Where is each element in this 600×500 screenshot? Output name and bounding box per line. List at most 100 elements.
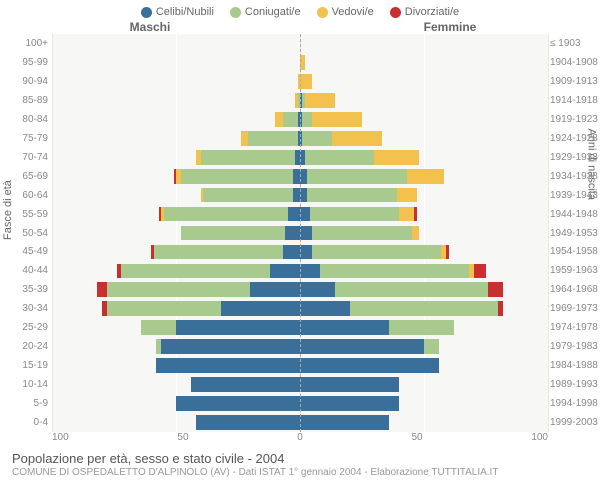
segment-coniugati [350, 301, 499, 316]
segment-celibi [191, 377, 300, 392]
male-bar [52, 358, 300, 373]
segment-coniugati [312, 226, 411, 241]
segment-vedovi [407, 169, 444, 184]
age-tick: 30-34 [10, 299, 48, 318]
birth-tick: 1994-1998 [550, 394, 600, 413]
segment-celibi [285, 226, 300, 241]
female-bar [300, 396, 548, 411]
segment-divorziati [97, 282, 107, 297]
segment-coniugati [283, 112, 298, 127]
legend-swatch [141, 7, 152, 18]
segment-coniugati [307, 169, 406, 184]
age-tick: 100+ [10, 34, 48, 53]
segment-celibi [221, 301, 300, 316]
birth-axis: ≤ 19031904-19081909-19131914-19181919-19… [550, 34, 600, 432]
female-bar [300, 226, 548, 241]
segment-celibi [300, 245, 312, 260]
birth-tick: 1939-1943 [550, 186, 600, 205]
segment-coniugati [335, 282, 489, 297]
segment-celibi [300, 226, 312, 241]
birth-tick: 1979-1983 [550, 337, 600, 356]
birth-tick: 1964-1968 [550, 280, 600, 299]
legend-item: Celibi/Nubili [141, 6, 214, 18]
male-bar [52, 245, 300, 260]
female-bar [300, 150, 548, 165]
birth-tick: 1924-1928 [550, 129, 600, 148]
birth-tick: 1909-1913 [550, 72, 600, 91]
female-bar [300, 131, 548, 146]
segment-celibi [161, 339, 300, 354]
age-tick: 60-64 [10, 186, 48, 205]
segment-celibi [176, 320, 300, 335]
segment-celibi [176, 396, 300, 411]
female-bar [300, 74, 548, 89]
male-bar [52, 339, 300, 354]
chart-title: Popolazione per età, sesso e stato civil… [12, 451, 600, 466]
segment-celibi [300, 320, 389, 335]
age-tick: 90-94 [10, 72, 48, 91]
birth-tick: 1934-1938 [550, 167, 600, 186]
legend-label: Coniugati/e [245, 6, 301, 18]
age-tick: 5-9 [10, 394, 48, 413]
male-bar [52, 150, 300, 165]
header-male: Maschi [0, 20, 300, 34]
segment-divorziati [446, 245, 448, 260]
segment-celibi [293, 169, 300, 184]
male-bar [52, 169, 300, 184]
segment-vedovi [305, 93, 335, 108]
segment-vedovi [332, 131, 382, 146]
segment-vedovi [397, 188, 417, 203]
legend-swatch [230, 7, 241, 18]
segment-coniugati [305, 150, 374, 165]
male-bar [52, 320, 300, 335]
segment-coniugati [307, 188, 396, 203]
segment-celibi [196, 415, 300, 430]
segment-celibi [300, 377, 399, 392]
age-tick: 70-74 [10, 148, 48, 167]
female-bar [300, 36, 548, 51]
legend-label: Divorziati/e [405, 6, 459, 18]
female-bar [300, 55, 548, 70]
age-tick: 45-49 [10, 242, 48, 261]
birth-tick: 1944-1948 [550, 205, 600, 224]
segment-celibi [300, 188, 307, 203]
age-tick: 55-59 [10, 205, 48, 224]
segment-vedovi [412, 226, 419, 241]
age-axis: 100+95-9990-9485-8980-8475-7970-7465-696… [10, 34, 48, 432]
male-bar [52, 282, 300, 297]
age-tick: 80-84 [10, 110, 48, 129]
segment-vedovi [300, 74, 312, 89]
female-bar [300, 301, 548, 316]
age-tick: 40-44 [10, 261, 48, 280]
center-line [300, 34, 301, 432]
female-bar [300, 358, 548, 373]
segment-coniugati [181, 226, 285, 241]
female-bar [300, 339, 548, 354]
segment-coniugati [389, 320, 453, 335]
legend-label: Celibi/Nubili [156, 6, 214, 18]
male-bar [52, 264, 300, 279]
x-tick: 50 [177, 432, 188, 443]
female-bar [300, 415, 548, 430]
birth-tick: 1969-1973 [550, 299, 600, 318]
age-tick: 10-14 [10, 375, 48, 394]
chart-subtitle: COMUNE DI OSPEDALETTO D'ALPINOLO (AV) - … [12, 467, 600, 478]
birth-tick: 1904-1908 [550, 53, 600, 72]
age-tick: 50-54 [10, 224, 48, 243]
segment-celibi [300, 396, 399, 411]
segment-celibi [300, 301, 350, 316]
male-bar [52, 377, 300, 392]
female-bar [300, 93, 548, 108]
female-bar [300, 207, 548, 222]
segment-celibi [283, 245, 300, 260]
x-tick: 100 [52, 432, 69, 443]
male-bar [52, 207, 300, 222]
segment-celibi [300, 339, 424, 354]
birth-tick: 1919-1923 [550, 110, 600, 129]
segment-celibi [300, 264, 320, 279]
segment-celibi [156, 358, 300, 373]
male-bar [52, 396, 300, 411]
legend-swatch [317, 7, 328, 18]
segment-coniugati [121, 264, 270, 279]
male-bar [52, 131, 300, 146]
